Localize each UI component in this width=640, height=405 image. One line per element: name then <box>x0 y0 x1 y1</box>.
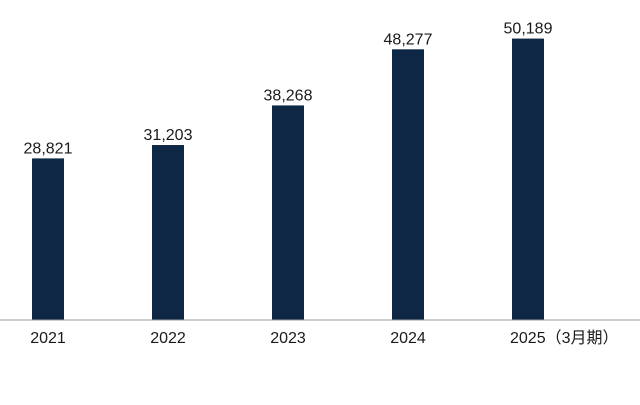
data-label-2025: 50,189 <box>504 21 553 38</box>
x-tick-label-2021: 2021 <box>30 330 66 347</box>
bar-2021 <box>32 158 64 320</box>
bar-2022 <box>152 145 184 320</box>
x-tick-label-2024: 2024 <box>390 330 426 347</box>
x-tick-label-2022: 2022 <box>150 330 186 347</box>
x-tick-label-2023: 2023 <box>270 330 306 347</box>
data-label-2024: 48,277 <box>384 31 433 48</box>
bar-2023 <box>272 105 304 320</box>
x-tick-label-2025: 2025（3月期） <box>510 329 619 347</box>
data-label-2023: 38,268 <box>264 87 313 104</box>
data-label-2021: 28,821 <box>24 140 73 157</box>
data-label-2022: 31,203 <box>144 127 193 144</box>
value-labels-layer: 28,821 31,203 38,268 48,277 50,189 <box>24 21 553 158</box>
x-tick-labels-layer: 2021 2022 2023 2024 2025（3月期） <box>30 329 618 347</box>
bar-2024 <box>392 49 424 321</box>
bar-2025 <box>512 38 544 321</box>
bars-layer <box>32 38 544 321</box>
